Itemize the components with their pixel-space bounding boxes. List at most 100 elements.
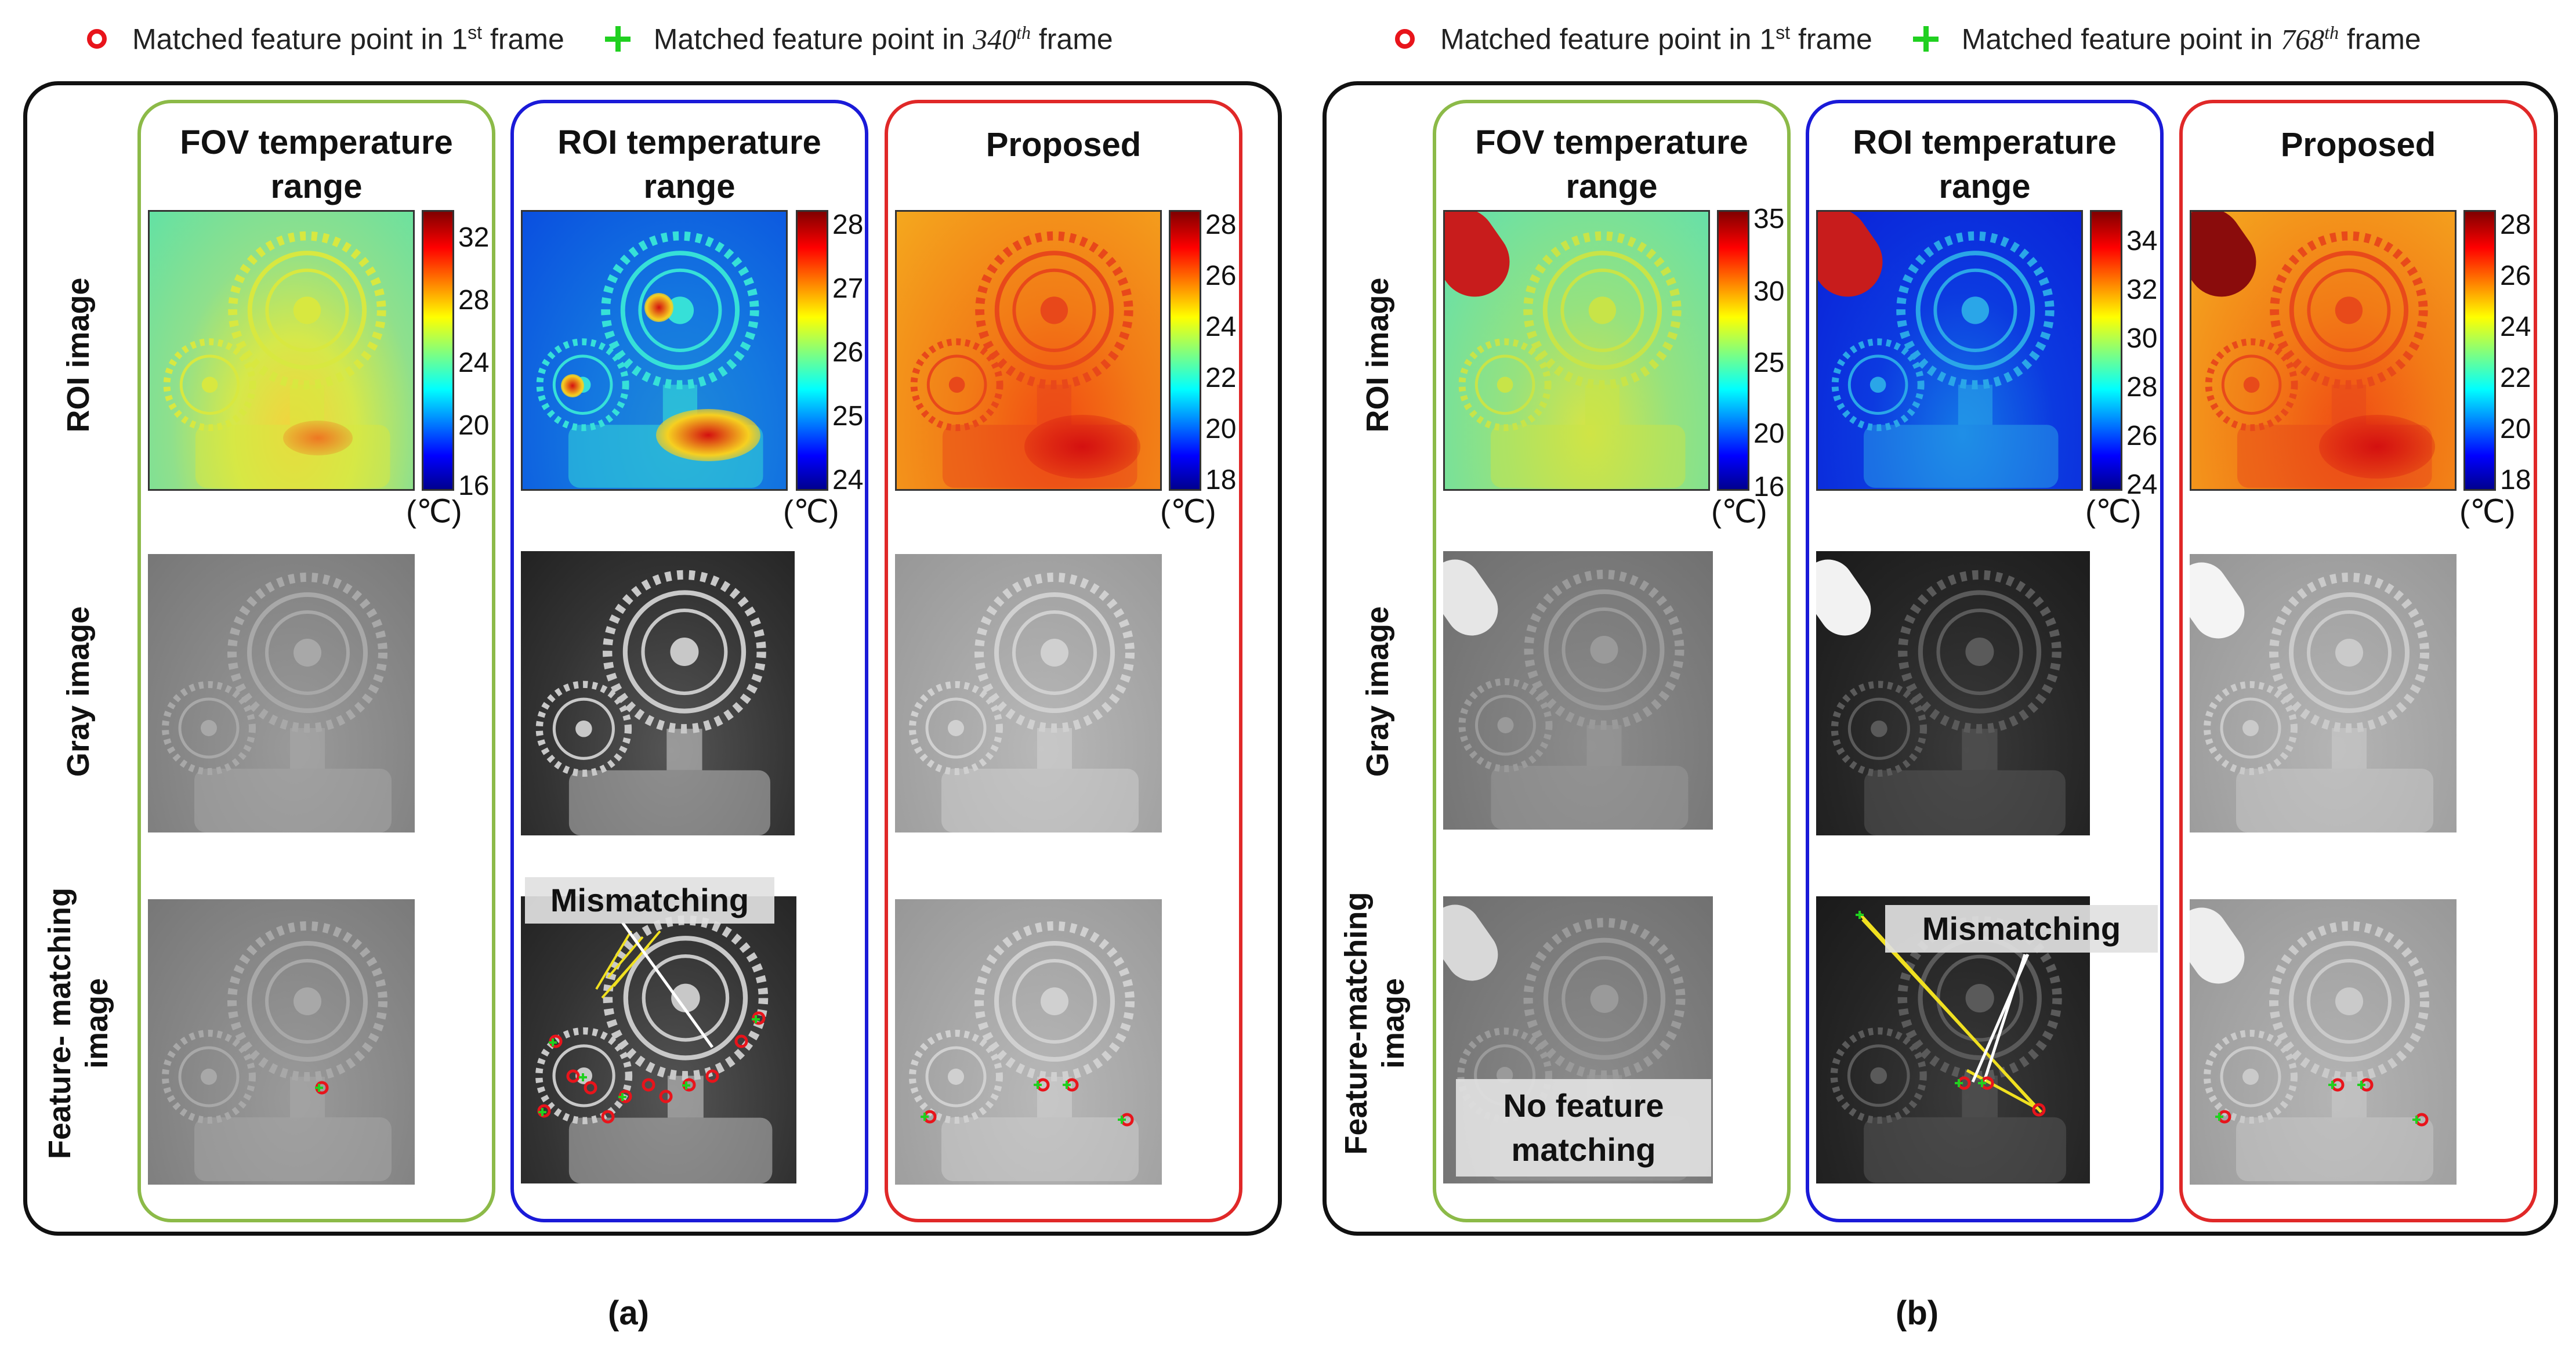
roi-image-proposed-b bbox=[2190, 210, 2457, 491]
tick-label: 26 bbox=[2126, 421, 2158, 451]
hotspot bbox=[1024, 415, 1140, 479]
column-fov-b bbox=[1433, 100, 1791, 1222]
column-title-proposed-a: Proposed bbox=[986, 126, 1142, 164]
colorbar-proposed-a bbox=[1169, 210, 1201, 491]
colorbar-fov-a bbox=[422, 210, 454, 491]
gray-image-proposed-a bbox=[895, 554, 1162, 832]
nth-frame-marker-icon bbox=[1912, 26, 1939, 52]
column-title-fov-a: FOV temperature range bbox=[180, 124, 453, 205]
caption-b: (b) bbox=[1896, 1294, 1939, 1332]
hotspot bbox=[2319, 415, 2435, 479]
feature-image-fov-a bbox=[148, 899, 415, 1185]
column-proposed-a bbox=[885, 100, 1242, 1222]
tick-label: 28 bbox=[458, 285, 490, 316]
feature-image-proposed-b bbox=[2190, 899, 2457, 1185]
tick-label: 30 bbox=[1753, 276, 1785, 307]
legend-b: Matched feature point in 1st frame Match… bbox=[1395, 13, 2421, 65]
hotspot bbox=[283, 421, 353, 455]
first-frame-marker-icon bbox=[1395, 29, 1415, 49]
match-points-green bbox=[921, 1081, 1126, 1124]
tick-label: 26 bbox=[1205, 260, 1237, 291]
unit-label: (℃) bbox=[2085, 494, 2142, 529]
tick-label: 28 bbox=[2126, 372, 2158, 403]
tick-label: 16 bbox=[458, 470, 490, 501]
tick-label: 20 bbox=[2500, 414, 2531, 444]
match-points-green bbox=[1856, 911, 1986, 1087]
tick-label: 28 bbox=[832, 209, 864, 240]
colorbar-proposed-b bbox=[2463, 210, 2496, 491]
gray-image-roi-b bbox=[1816, 551, 2090, 835]
match-points-green bbox=[2215, 1081, 2421, 1124]
mismatch-arrow bbox=[1971, 954, 2030, 1083]
tick-label: 18 bbox=[2500, 465, 2531, 495]
row-label-gray-b: Gray image bbox=[1360, 606, 1395, 777]
column-title-proposed-b: Proposed bbox=[2280, 126, 2436, 164]
gray-image-roi-a bbox=[521, 551, 795, 835]
feature-image-proposed-a bbox=[895, 899, 1162, 1185]
row-label-feature-b: Feature-matching image bbox=[1339, 892, 1411, 1155]
caption-a: (a) bbox=[608, 1294, 649, 1332]
hotspot bbox=[561, 374, 584, 397]
column-title-fov-b: FOV temperature range bbox=[1475, 124, 1748, 205]
unit-label: (℃) bbox=[2459, 494, 2516, 529]
row-label-roi-a: ROI image bbox=[61, 277, 96, 433]
tick-label: 35 bbox=[1753, 204, 1785, 234]
gray-image-fov-b bbox=[1443, 551, 1713, 830]
unit-label: (℃) bbox=[406, 494, 462, 529]
tick-label: 24 bbox=[832, 465, 864, 495]
legend-a: Matched feature point in 1st frame Match… bbox=[87, 13, 1113, 65]
column-fov-a bbox=[137, 100, 495, 1222]
no-feature-line-1: No feature bbox=[1503, 1087, 1664, 1124]
roi-image-roi-b bbox=[1816, 210, 2083, 491]
tick-label: 25 bbox=[832, 401, 864, 432]
unit-label: (℃) bbox=[1711, 494, 1767, 529]
tick-label: 27 bbox=[832, 273, 864, 304]
roi-image-roi-a bbox=[521, 210, 788, 491]
unit-label: (℃) bbox=[783, 494, 839, 529]
tick-label: 18 bbox=[1205, 465, 1237, 495]
tick-label: 16 bbox=[1753, 472, 1785, 502]
tick-label: 22 bbox=[2500, 363, 2531, 393]
gray-image-proposed-b bbox=[2190, 554, 2457, 832]
roi-image-proposed-a bbox=[895, 210, 1162, 491]
legend-first-text: Matched feature point in 1st frame bbox=[132, 21, 564, 56]
hotspot bbox=[656, 409, 760, 461]
tick-label: 24 bbox=[1205, 312, 1237, 342]
roi-image-fov-b bbox=[1443, 210, 1710, 491]
tick-label: 20 bbox=[458, 410, 490, 441]
tick-label: 22 bbox=[1205, 363, 1237, 393]
panel-b bbox=[1323, 81, 2558, 1236]
mismatch-lines bbox=[595, 930, 661, 999]
tick-label: 32 bbox=[458, 222, 490, 253]
no-feature-line-2: matching bbox=[1511, 1131, 1656, 1168]
unit-label: (℃) bbox=[1160, 494, 1216, 529]
first-frame-marker-icon bbox=[87, 29, 107, 49]
mismatch-arrow bbox=[621, 921, 714, 1048]
no-feature-tag: No feature matching bbox=[1456, 1079, 1711, 1177]
roi-image-fov-a bbox=[148, 210, 415, 491]
hotspot bbox=[644, 293, 673, 322]
mismatching-tag-a: Mismatching bbox=[525, 877, 774, 924]
nth-frame-marker-icon bbox=[604, 26, 631, 52]
tick-label: 20 bbox=[1753, 418, 1785, 449]
tick-label: 30 bbox=[2126, 323, 2158, 354]
tick-label: 24 bbox=[2126, 469, 2158, 500]
tick-label: 20 bbox=[1205, 414, 1237, 444]
colorbar-roi-a bbox=[796, 210, 828, 491]
tick-label: 34 bbox=[2126, 226, 2158, 256]
tick-label: 25 bbox=[1753, 348, 1785, 378]
column-title-roi-b: ROI temperature range bbox=[1853, 124, 2117, 205]
legend-nth-text: Matched feature point in 768th frame bbox=[1961, 21, 2421, 56]
column-proposed-b bbox=[2179, 100, 2537, 1222]
tick-label: 26 bbox=[832, 337, 864, 368]
column-roi-a bbox=[510, 100, 868, 1222]
match-points-green bbox=[538, 1015, 760, 1116]
mismatching-tag-b: Mismatching bbox=[1885, 905, 2158, 953]
match-point-green bbox=[315, 1084, 323, 1092]
tick-label: 28 bbox=[2500, 209, 2531, 240]
tick-label: 28 bbox=[1205, 209, 1237, 240]
tick-label: 32 bbox=[2126, 274, 2158, 305]
panel-a bbox=[23, 81, 1282, 1236]
row-label-roi-b: ROI image bbox=[1360, 277, 1395, 433]
column-title-roi-a: ROI temperature range bbox=[557, 124, 821, 205]
